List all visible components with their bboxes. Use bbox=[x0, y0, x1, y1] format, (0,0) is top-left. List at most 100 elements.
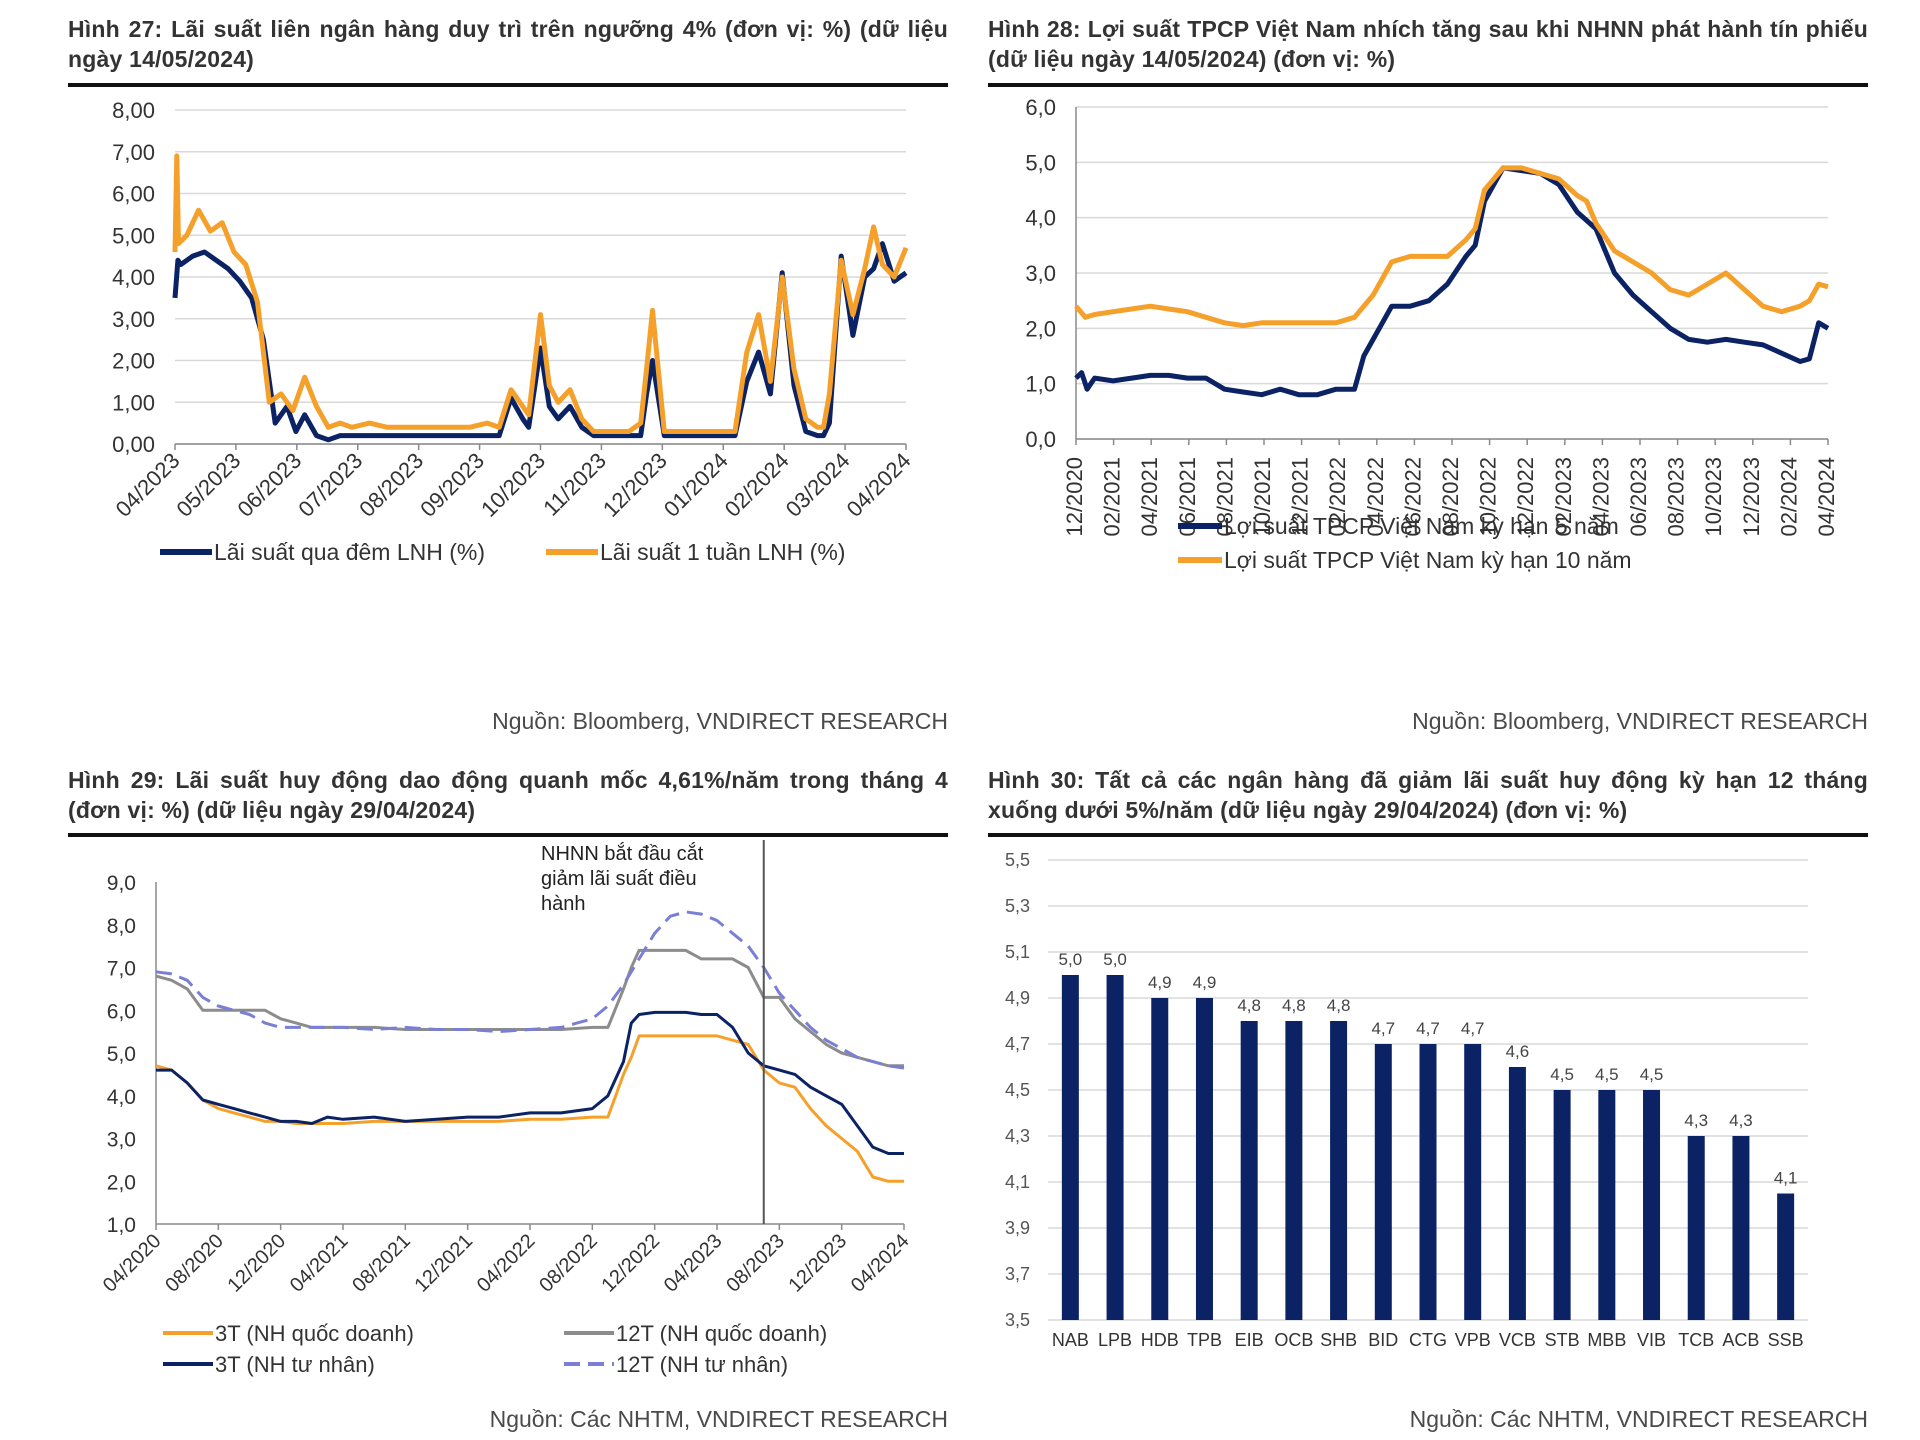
bar-vpb bbox=[1464, 1044, 1482, 1320]
legend-label: 12T (NH tư nhân) bbox=[616, 1352, 788, 1377]
bar-eib bbox=[1240, 1021, 1258, 1320]
x-tick-label: 10/2023 bbox=[1701, 457, 1726, 537]
x-tick-label: 02/2021 bbox=[1100, 457, 1125, 537]
x-tick-label: 06/2023 bbox=[232, 448, 306, 522]
x-tick-label: HDB bbox=[1141, 1330, 1179, 1350]
title-rule bbox=[988, 833, 1868, 837]
y-tick-label: 4,3 bbox=[1005, 1126, 1030, 1146]
y-tick-label: 2,0 bbox=[1025, 316, 1056, 341]
bar-hdb bbox=[1151, 998, 1169, 1320]
series-line-2 bbox=[155, 948, 904, 1068]
legend-label: 3T (NH tư nhân) bbox=[215, 1352, 375, 1377]
x-tick-label: 04/2023 bbox=[111, 448, 185, 522]
y-tick-label: 8,0 bbox=[107, 915, 136, 938]
y-tick-label: 8,00 bbox=[112, 98, 155, 123]
bar-ssb bbox=[1777, 1193, 1795, 1320]
data-label: 4,8 bbox=[1282, 996, 1306, 1015]
bar-acb bbox=[1732, 1136, 1750, 1320]
x-tick-label: 12/2021 bbox=[1288, 457, 1313, 537]
y-tick-label: 2,0 bbox=[107, 1171, 136, 1194]
chart-fig28: 0,0 1,0 2,0 3,0 4,0 5,0 6,0 12/2020 02/2021 04/20… bbox=[1025, 95, 1839, 573]
series-line-3 bbox=[155, 910, 905, 1070]
data-label: 4,8 bbox=[1237, 996, 1261, 1015]
chart-title: Hình 30: Tất cả các ngân hàng đã giảm lã… bbox=[988, 767, 1868, 823]
y-tick-label: 9,0 bbox=[107, 872, 136, 895]
data-label: 4,6 bbox=[1506, 1042, 1530, 1061]
y-tick-label: 3,00 bbox=[112, 307, 155, 332]
data-label: 4,1 bbox=[1774, 1169, 1798, 1188]
x-tick-label: 08/2020 bbox=[161, 1230, 228, 1297]
x-tick-label: VCB bbox=[1499, 1330, 1536, 1350]
y-tick-label: 5,5 bbox=[1005, 850, 1030, 870]
y-tick-label: 1,0 bbox=[107, 1214, 136, 1237]
x-tick-label: 04/2021 bbox=[1137, 457, 1162, 537]
y-tick-label: 3,5 bbox=[1005, 1310, 1030, 1330]
data-label: 4,5 bbox=[1550, 1065, 1574, 1084]
x-tick-label: 10/2023 bbox=[476, 448, 550, 522]
title-rule bbox=[68, 833, 948, 837]
panel-fig30: Hình 30: Tất cả các ngân hàng đã giảm lã… bbox=[988, 765, 1868, 1432]
data-label: 5,0 bbox=[1059, 950, 1083, 969]
x-tick-label: 08/2022 bbox=[1438, 457, 1463, 537]
legend-label: Lãi suất 1 tuần LNH (%) bbox=[600, 539, 845, 565]
series-line-0 bbox=[1074, 165, 1830, 398]
x-tick-label: VPB bbox=[1455, 1330, 1491, 1350]
x-tick-label: 11/2023 bbox=[538, 448, 611, 521]
annotation-text: giảm lãi suất điều bbox=[541, 868, 697, 890]
y-tick-label: 6,00 bbox=[112, 182, 155, 207]
x-tick-label: SHB bbox=[1320, 1330, 1357, 1350]
series-line-0 bbox=[172, 241, 908, 443]
x-tick-label: OCB bbox=[1274, 1330, 1313, 1350]
x-tick-label: 08/2022 bbox=[535, 1230, 602, 1297]
legend-label: 12T (NH quốc doanh) bbox=[616, 1321, 827, 1346]
y-tick-label: 3,7 bbox=[1005, 1264, 1030, 1284]
x-tick-label: 01/2024 bbox=[659, 448, 733, 522]
source-note: Nguồn: Bloomberg, VNDIRECT RESEARCH bbox=[492, 708, 948, 734]
x-tick-label: 12/2021 bbox=[411, 1230, 478, 1297]
title-rule bbox=[68, 83, 948, 87]
x-tick-label: 12/2022 bbox=[1513, 457, 1538, 537]
chart-title: Hình 29: Lãi suất huy động dao động quan… bbox=[68, 767, 948, 823]
title-rule bbox=[988, 83, 1868, 87]
y-tick-label: 4,1 bbox=[1005, 1172, 1030, 1192]
y-tick-label: 4,0 bbox=[107, 1086, 136, 1109]
x-tick-label: 09/2023 bbox=[415, 448, 489, 522]
series-line-1 bbox=[172, 153, 909, 434]
x-tick-label: 05/2023 bbox=[172, 448, 246, 522]
y-tick-label: 1,00 bbox=[112, 390, 155, 415]
x-tick-label: 04/2023 bbox=[1588, 457, 1613, 537]
x-tick-label: 12/2023 bbox=[1739, 457, 1764, 537]
x-tick-label: 02/2024 bbox=[720, 448, 794, 522]
legend-label: 3T (NH quốc doanh) bbox=[215, 1321, 414, 1346]
data-label: 4,3 bbox=[1729, 1111, 1753, 1130]
chart-fig30: 3,5 3,7 3,9 4,1 4,3 4,5 4,7 4,9 5,1 5,3 5,5 5,0 NAB 5… bbox=[1005, 850, 1808, 1350]
bar-bid bbox=[1374, 1044, 1392, 1320]
bar-lpb bbox=[1106, 975, 1124, 1320]
y-tick-label: 6,0 bbox=[107, 1000, 136, 1023]
x-tick-label: 12/2023 bbox=[598, 448, 672, 522]
chart-title: Hình 28: Lợi suất TPCP Việt Nam nhích tă… bbox=[988, 16, 1868, 72]
bar-tpb bbox=[1195, 998, 1213, 1320]
y-tick-label: 7,00 bbox=[112, 140, 155, 165]
data-label: 4,7 bbox=[1461, 1019, 1485, 1038]
y-tick-label: 5,1 bbox=[1005, 942, 1030, 962]
x-tick-label: CTG bbox=[1409, 1330, 1447, 1350]
panel-fig28: Hình 28: Lợi suất TPCP Việt Nam nhích tă… bbox=[988, 14, 1868, 734]
y-tick-label: 4,7 bbox=[1005, 1034, 1030, 1054]
legend-label: Lãi suất qua đêm LNH (%) bbox=[214, 539, 485, 565]
annotation-text: NHNN bắt đầu cắt bbox=[541, 842, 704, 865]
annotation-text: hành bbox=[541, 893, 586, 915]
x-tick-label: BID bbox=[1368, 1330, 1398, 1350]
chart-fig27: 0,00 1,00 2,00 3,00 4,00 5,00 6,00 7,00 8,00 04/2… bbox=[111, 98, 916, 565]
x-tick-label: 10/2022 bbox=[1476, 457, 1501, 537]
legend-label: Lợi suất TPCP Việt Nam kỳ hạn 5 năm bbox=[1224, 513, 1619, 539]
x-tick-label: 08/2021 bbox=[348, 1230, 415, 1297]
x-tick-label: SSB bbox=[1768, 1330, 1804, 1350]
x-tick-label: 12/2022 bbox=[598, 1230, 665, 1297]
x-tick-label: 04/2024 bbox=[847, 1230, 914, 1297]
legend-label: Lợi suất TPCP Việt Nam kỳ hạn 10 năm bbox=[1224, 547, 1632, 573]
bar-shb bbox=[1330, 1021, 1348, 1320]
x-tick-label: TCB bbox=[1678, 1330, 1714, 1350]
x-tick-label: TPB bbox=[1187, 1330, 1222, 1350]
bar-vcb bbox=[1508, 1067, 1526, 1320]
